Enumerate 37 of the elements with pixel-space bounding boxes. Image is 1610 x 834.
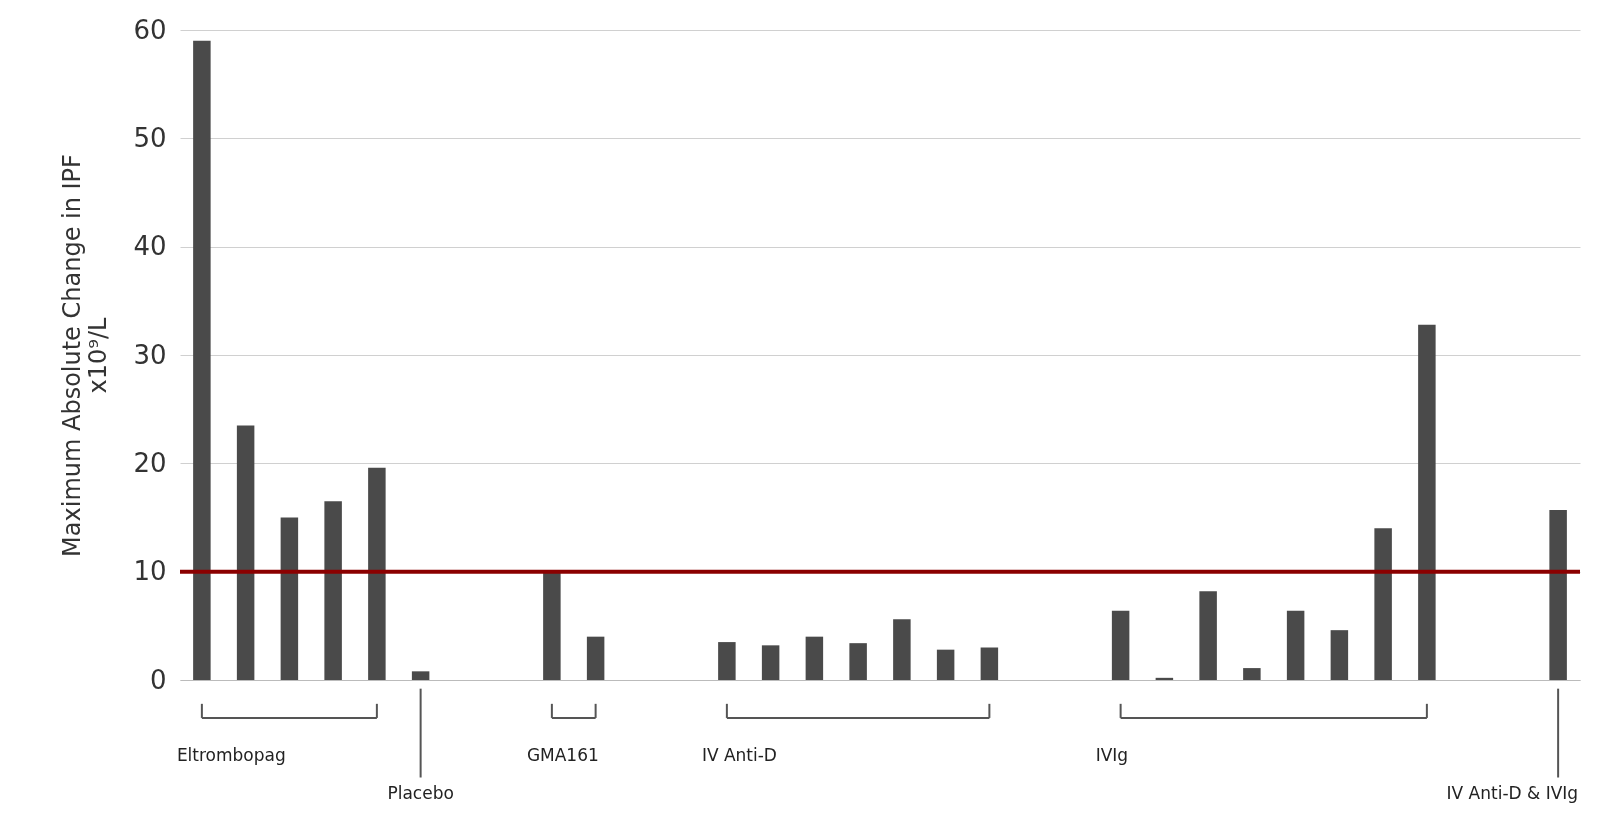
bar xyxy=(236,425,255,680)
text: Placebo xyxy=(387,783,454,804)
y-tick-label: 60 xyxy=(133,14,167,45)
y-tick-label: 10 xyxy=(133,556,167,587)
bar xyxy=(936,649,955,680)
bar xyxy=(1549,509,1567,680)
bar xyxy=(1286,610,1305,680)
text: GMA161 xyxy=(526,745,599,766)
bar xyxy=(1243,668,1261,680)
y-tick-label: 50 xyxy=(133,122,167,153)
text: IV Anti-D xyxy=(701,745,777,766)
bar xyxy=(761,645,780,680)
bar xyxy=(193,40,211,680)
bar xyxy=(368,467,386,680)
bar xyxy=(586,636,605,680)
bar xyxy=(1199,591,1217,680)
y-tick-label: 20 xyxy=(133,447,167,478)
bar xyxy=(411,671,430,680)
bar xyxy=(1330,630,1349,680)
bar xyxy=(543,571,561,680)
y-tick-label: 40 xyxy=(133,231,167,262)
bar xyxy=(324,501,342,680)
bar xyxy=(1374,528,1392,680)
y-axis-title: Maximum Absolute Change in IPF x10⁹/L xyxy=(58,154,113,557)
text: IVIg xyxy=(1095,745,1129,766)
bar xyxy=(718,642,736,680)
bar xyxy=(1418,324,1436,680)
bar xyxy=(280,517,299,680)
bar xyxy=(980,647,999,680)
y-tick-label: 0 xyxy=(149,664,167,695)
bar xyxy=(1111,610,1130,680)
text: IV Anti-D & IVIg xyxy=(1446,783,1579,804)
bar xyxy=(893,619,911,680)
bar xyxy=(805,636,824,680)
bar xyxy=(849,643,867,680)
text: Eltrombopag xyxy=(176,745,286,766)
y-tick-label: 30 xyxy=(133,339,167,370)
